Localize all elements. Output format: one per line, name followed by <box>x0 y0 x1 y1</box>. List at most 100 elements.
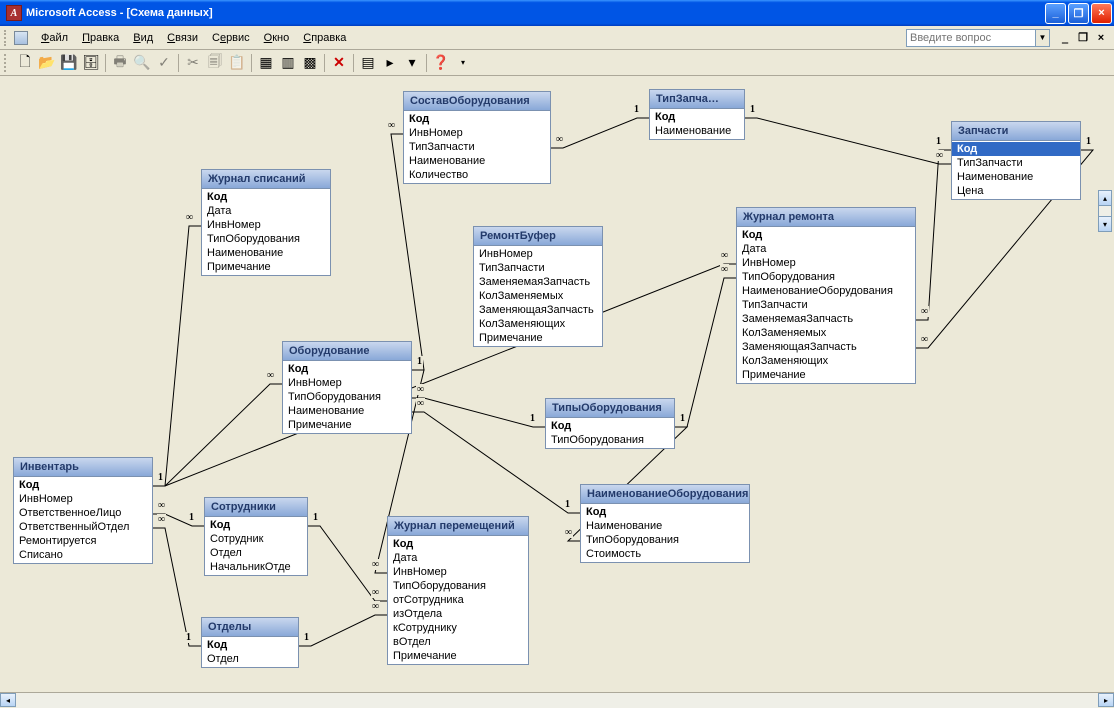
table-tipyoborud[interactable]: ТипыОборудованияКодТипОборудования <box>545 398 675 449</box>
field-row[interactable]: Наименование <box>581 519 749 533</box>
field-row[interactable]: НаименованиеОборудования <box>737 284 915 298</box>
field-row[interactable]: Код <box>205 518 307 532</box>
field-row[interactable]: Код <box>952 142 1080 156</box>
show-table-button[interactable]: ▦ <box>255 52 277 74</box>
field-row[interactable]: Дата <box>388 551 528 565</box>
menu-links[interactable]: Связи <box>160 30 205 46</box>
menu-help[interactable]: Справка <box>296 30 353 46</box>
field-row[interactable]: ОтветственныйОтдел <box>14 520 152 534</box>
field-row[interactable]: Код <box>650 110 744 124</box>
field-row[interactable]: Код <box>737 228 915 242</box>
relationships-canvas[interactable]: СоставОборудованияКодИнвНомерТипЗапчасти… <box>0 76 1114 698</box>
field-row[interactable]: ОтветственноеЛицо <box>14 506 152 520</box>
maximize-button[interactable]: ❐ <box>1068 3 1089 24</box>
field-row[interactable]: Код <box>581 505 749 519</box>
field-row[interactable]: ТипОборудования <box>388 579 528 593</box>
field-row[interactable]: Дата <box>202 204 330 218</box>
table-header[interactable]: Инвентарь <box>14 458 152 477</box>
open-button[interactable]: 📂 <box>36 52 58 74</box>
table-sotrud[interactable]: СотрудникиКодСотрудникОтделНачальникОтде <box>204 497 308 576</box>
table-header[interactable]: Отделы <box>202 618 298 637</box>
field-row[interactable]: Наименование <box>202 246 330 260</box>
spell-button[interactable]: ✓ <box>153 52 175 74</box>
vertical-scrollbar[interactable]: ▴ ▾ <box>1098 190 1114 234</box>
saveas-button[interactable]: 🗄 <box>80 52 102 74</box>
menu-file[interactable]: Файл <box>34 30 75 46</box>
field-row[interactable]: ТипЗапчасти <box>737 298 915 312</box>
field-row[interactable]: ТипОборудования <box>581 533 749 547</box>
field-row[interactable]: Наименование <box>650 124 744 138</box>
field-row[interactable]: Наименование <box>404 154 550 168</box>
field-row[interactable]: Примечание <box>474 331 602 345</box>
field-row[interactable]: Примечание <box>283 418 411 432</box>
table-invent[interactable]: ИнвентарьКодИнвНомерОтветственноеЛицоОтв… <box>13 457 153 564</box>
field-row[interactable]: ИнвНомер <box>404 126 550 140</box>
help-dropdown-icon[interactable]: ▼ <box>1036 29 1050 47</box>
field-row[interactable]: Код <box>202 638 298 652</box>
field-row[interactable]: Списано <box>14 548 152 562</box>
field-row[interactable]: Код <box>388 537 528 551</box>
scroll-left-button[interactable]: ◂ <box>0 693 16 707</box>
field-row[interactable]: ТипОборудования <box>546 433 674 447</box>
field-row[interactable]: КолЗаменяющих <box>474 317 602 331</box>
field-row[interactable]: Отдел <box>205 546 307 560</box>
field-row[interactable]: отСотрудника <box>388 593 528 607</box>
analyze-button[interactable]: ▾ <box>401 52 423 74</box>
field-row[interactable]: НачальникОтде <box>205 560 307 574</box>
table-remontbuf[interactable]: РемонтБуферИнвНомерТипЗапчастиЗаменяемая… <box>473 226 603 347</box>
close-button[interactable]: × <box>1091 3 1112 24</box>
field-row[interactable]: ТипЗапчасти <box>404 140 550 154</box>
field-row[interactable]: Цена <box>952 184 1080 198</box>
field-row[interactable]: ТипОборудования <box>283 390 411 404</box>
table-tipzap[interactable]: ТипЗапча…КодНаименование <box>649 89 745 140</box>
field-row[interactable]: Код <box>404 112 550 126</box>
field-row[interactable]: Сотрудник <box>205 532 307 546</box>
field-row[interactable]: ЗаменяемаяЗапчасть <box>737 312 915 326</box>
scroll-track[interactable] <box>16 693 1098 708</box>
table-zhurnalrem[interactable]: Журнал ремонтаКодДатаИнвНомерТипОборудов… <box>736 207 916 384</box>
cut-button[interactable]: ✂ <box>182 52 204 74</box>
scroll-right-button[interactable]: ▸ <box>1098 693 1114 707</box>
field-row[interactable]: ИнвНомер <box>14 492 152 506</box>
help-button[interactable]: ❓ <box>430 52 452 74</box>
field-row[interactable]: Стоимость <box>581 547 749 561</box>
table-header[interactable]: СоставОборудования <box>404 92 550 111</box>
field-row[interactable]: Наименование <box>283 404 411 418</box>
field-row[interactable]: ИнвНомер <box>202 218 330 232</box>
field-row[interactable]: Наименование <box>952 170 1080 184</box>
table-header[interactable]: НаименованиеОборудования <box>581 485 749 504</box>
field-row[interactable]: вОтдел <box>388 635 528 649</box>
field-row[interactable]: КолЗаменяемых <box>474 289 602 303</box>
field-row[interactable]: ИнвНомер <box>474 247 602 261</box>
field-row[interactable]: ТипЗапчасти <box>474 261 602 275</box>
show-direct-button[interactable]: ▥ <box>277 52 299 74</box>
paste-button[interactable]: 📋 <box>226 52 248 74</box>
table-header[interactable]: ТипЗапча… <box>650 90 744 109</box>
mdi-close-button[interactable]: × <box>1093 31 1109 45</box>
table-zhurnalspis[interactable]: Журнал списанийКодДатаИнвНомерТипОборудо… <box>201 169 331 276</box>
table-zhurnalperem[interactable]: Журнал перемещенийКодДатаИнвНомерТипОбор… <box>387 516 529 665</box>
preview-button[interactable]: 🔍 <box>131 52 153 74</box>
help-search-input[interactable] <box>906 29 1036 47</box>
table-header[interactable]: Журнал перемещений <box>388 517 528 536</box>
show-all-button[interactable]: ▩ <box>299 52 321 74</box>
field-row[interactable]: ТипЗапчасти <box>952 156 1080 170</box>
field-row[interactable]: изОтдела <box>388 607 528 621</box>
table-header[interactable]: Оборудование <box>283 342 411 361</box>
new-object-button[interactable]: ▸ <box>379 52 401 74</box>
table-header[interactable]: Сотрудники <box>205 498 307 517</box>
save-button[interactable]: 💾 <box>58 52 80 74</box>
field-row[interactable]: ТипОборудования <box>737 270 915 284</box>
mdi-restore-button[interactable]: ❐ <box>1075 31 1091 45</box>
field-row[interactable]: КолЗаменяемых <box>737 326 915 340</box>
field-row[interactable]: Код <box>546 419 674 433</box>
copy-button[interactable]: 🗐 <box>204 52 226 74</box>
table-header[interactable]: ТипыОборудования <box>546 399 674 418</box>
new-button[interactable]: 🗋 <box>14 52 36 74</box>
field-row[interactable]: Ремонтируется <box>14 534 152 548</box>
field-row[interactable]: Отдел <box>202 652 298 666</box>
table-oborud[interactable]: ОборудованиеКодИнвНомерТипОборудованияНа… <box>282 341 412 434</box>
field-row[interactable]: Примечание <box>737 368 915 382</box>
menu-view[interactable]: Вид <box>126 30 160 46</box>
table-header[interactable]: Запчасти <box>952 122 1080 141</box>
